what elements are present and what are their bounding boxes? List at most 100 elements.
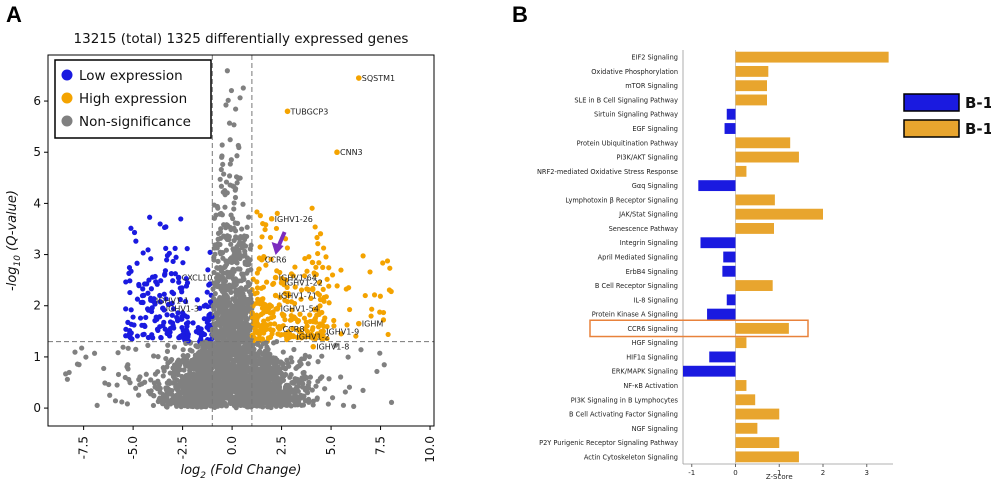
data-point (216, 331, 222, 337)
gene-point (310, 343, 317, 350)
data-point (243, 332, 249, 338)
data-point (217, 401, 223, 407)
data-point (385, 331, 391, 338)
data-point (145, 247, 151, 253)
data-point (229, 317, 235, 323)
x-axis-label: Z-Score (766, 473, 793, 481)
data-point (222, 278, 229, 284)
data-point (292, 284, 298, 290)
data-point (338, 267, 344, 273)
data-point (177, 296, 183, 303)
data-point (288, 355, 294, 361)
gene-label: IGHV1-8 (316, 343, 349, 352)
gene-label: SQSTM1 (362, 74, 395, 83)
data-point (315, 290, 321, 296)
data-point (353, 333, 359, 339)
data-point (206, 322, 212, 329)
data-point (285, 384, 291, 390)
data-point (129, 336, 135, 342)
data-point (130, 314, 136, 320)
data-point (346, 306, 353, 313)
data-point (127, 278, 133, 284)
data-point (214, 241, 221, 247)
data-point (237, 377, 243, 384)
data-point (255, 329, 261, 335)
data-point (302, 398, 308, 404)
data-point (150, 402, 157, 409)
data-point (112, 398, 119, 404)
data-point (289, 359, 295, 365)
data-point (236, 241, 242, 248)
data-point (198, 326, 204, 332)
data-point (268, 256, 274, 262)
data-point (220, 270, 226, 276)
data-point (360, 387, 366, 393)
data-point (143, 371, 149, 377)
bar (735, 322, 789, 334)
gene-point (274, 305, 281, 312)
data-point (183, 276, 189, 282)
data-point (163, 245, 169, 251)
data-point (163, 355, 169, 362)
data-point (134, 260, 140, 266)
data-point (140, 250, 146, 256)
data-point (183, 357, 190, 363)
data-point (212, 384, 218, 391)
data-point (157, 314, 163, 320)
data-point (193, 329, 199, 335)
gene-label: TUBGCP3 (290, 107, 329, 116)
data-point (315, 359, 321, 365)
data-point (314, 395, 320, 401)
gene-point (160, 305, 166, 312)
data-point (174, 377, 180, 383)
data-point (123, 326, 129, 332)
data-point (381, 362, 387, 368)
data-point (222, 204, 228, 210)
data-point (256, 375, 262, 382)
data-point (125, 345, 131, 351)
data-point (240, 244, 246, 250)
data-point (226, 173, 233, 179)
data-point (319, 353, 325, 359)
data-point (167, 319, 174, 325)
data-point (287, 374, 293, 380)
data-point (114, 382, 120, 388)
data-point (226, 302, 232, 308)
data-point (340, 402, 347, 408)
x-tick-label: 2 (821, 469, 825, 477)
data-point (123, 279, 129, 285)
data-point (234, 331, 240, 337)
data-point (218, 183, 225, 189)
data-point (268, 303, 274, 309)
data-point (320, 286, 326, 293)
data-point (286, 392, 292, 399)
x-tick-label: 10.0 (423, 436, 437, 463)
data-point (221, 233, 227, 239)
data-point (386, 287, 393, 293)
bar (726, 294, 736, 306)
data-point (231, 225, 237, 231)
data-point (310, 287, 316, 293)
bar (735, 137, 791, 149)
data-point (319, 374, 325, 380)
data-point (258, 297, 264, 303)
category-label: HGF Signaling (632, 339, 678, 347)
data-point (344, 322, 350, 328)
data-point (289, 307, 295, 313)
data-point (134, 296, 141, 302)
data-point (241, 320, 247, 326)
data-point (248, 242, 254, 248)
data-point (250, 403, 256, 409)
gene-point (276, 325, 283, 332)
x-tick-label: 0.0 (225, 436, 239, 455)
gene-label: CCR8 (283, 325, 305, 334)
data-point (306, 354, 313, 360)
data-point (345, 354, 351, 360)
data-point (244, 233, 250, 240)
gene-label: IGHV1-64 (279, 274, 317, 283)
data-point (152, 273, 158, 280)
data-point (321, 245, 327, 251)
data-point (269, 356, 275, 362)
data-point (205, 267, 211, 273)
data-point (184, 323, 190, 329)
